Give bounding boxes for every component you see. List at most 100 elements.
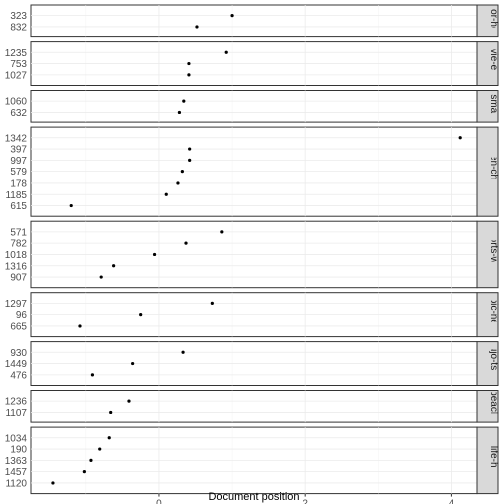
- facet-strip-label: smax: [488, 94, 499, 118]
- data-point: [164, 192, 168, 196]
- data-point: [112, 264, 116, 268]
- data-point: [107, 436, 111, 440]
- y-tick-label: 1185: [5, 190, 27, 201]
- data-point: [187, 73, 191, 77]
- data-point: [224, 50, 228, 54]
- data-point: [152, 252, 157, 257]
- y-tick-label: 571: [10, 227, 27, 238]
- y-tick-label: 832: [10, 22, 27, 33]
- data-point: [176, 181, 180, 185]
- data-point: [220, 230, 224, 234]
- y-tick-label: 1363: [5, 456, 28, 467]
- data-point: [188, 147, 192, 151]
- data-point: [180, 170, 184, 174]
- y-tick-label: 1449: [5, 359, 28, 370]
- x-tick-label: 4: [449, 499, 455, 504]
- y-tick-label: 323: [10, 11, 27, 22]
- data-point: [89, 458, 93, 462]
- data-point: [131, 361, 135, 366]
- y-tick-label: 190: [10, 445, 27, 456]
- data-point: [210, 301, 214, 305]
- data-point: [187, 61, 191, 66]
- facet-strip: [476, 220, 499, 289]
- y-tick-label: 782: [10, 239, 27, 250]
- y-tick-label: 615: [10, 201, 27, 212]
- data-point: [195, 25, 199, 29]
- facet-strip-label: ovie-ente: [488, 43, 499, 85]
- facet-strip-label: sports-watch: [488, 226, 499, 283]
- y-tick-label: 1107: [5, 408, 27, 419]
- y-tick-label: 1235: [5, 48, 28, 59]
- facet-strip-label: peachy: [488, 390, 499, 422]
- y-tick-label: 476: [10, 370, 27, 381]
- data-point: [69, 203, 73, 208]
- y-tick-label: 665: [10, 321, 27, 332]
- y-tick-label: 397: [10, 145, 27, 156]
- facet-strip: [476, 90, 499, 123]
- y-tick-label: 1457: [5, 467, 28, 478]
- facet-strip: [476, 4, 499, 38]
- facet-strip-label: opic-news: [488, 292, 499, 337]
- facet-strip: [476, 341, 499, 387]
- y-tick-label: 1027: [5, 70, 28, 81]
- y-tick-label: 632: [10, 108, 27, 119]
- facet-strip: [476, 390, 499, 423]
- data-point: [458, 136, 462, 140]
- y-tick-label: 1034: [5, 433, 28, 444]
- data-point: [78, 324, 82, 328]
- data-point: [109, 410, 113, 415]
- facet-strip-label: it-life-hack: [488, 438, 499, 485]
- y-tick-label: 753: [10, 59, 27, 70]
- y-tick-label: 1060: [5, 97, 28, 108]
- y-tick-label: 1297: [5, 299, 28, 310]
- data-point: [99, 275, 103, 279]
- y-tick-label: 178: [10, 178, 27, 189]
- data-point: [182, 99, 186, 103]
- facet-strip-label: or-ho: [488, 9, 499, 33]
- x-tick-label: 0: [156, 499, 162, 504]
- y-tick-label: 1236: [5, 397, 28, 408]
- data-point: [230, 14, 234, 18]
- data-point: [188, 158, 192, 162]
- data-point: [90, 373, 95, 377]
- facet-strip-label: kaden-channel: [488, 139, 499, 205]
- data-point: [82, 470, 86, 474]
- data-point: [184, 241, 188, 245]
- y-tick-label: 1018: [5, 250, 28, 261]
- y-tick-label: 579: [10, 167, 27, 178]
- data-point: [177, 110, 182, 115]
- facet-strip: [476, 292, 499, 338]
- facet-strip: [476, 126, 499, 217]
- facet-strip: [476, 426, 499, 495]
- y-tick-label: 1120: [5, 478, 27, 489]
- data-point: [139, 313, 143, 317]
- y-tick-label: 907: [10, 273, 27, 284]
- y-tick-label: 96: [16, 310, 28, 321]
- y-tick-label: 997: [10, 156, 27, 167]
- x-tick-label: 2: [302, 499, 308, 504]
- x-axis: 0 2 4: [156, 493, 455, 504]
- y-tick-label: 930: [10, 348, 27, 359]
- data-point: [181, 350, 185, 354]
- panel-background: [30, 90, 478, 123]
- data-point: [51, 481, 55, 485]
- y-tick-label: 1342: [5, 133, 28, 144]
- facet-strip-label: kujo-tsush: [488, 341, 499, 387]
- x-axis-title: Document position: [208, 491, 299, 503]
- y-tick-label: 1316: [5, 261, 28, 272]
- panel-background: [30, 390, 478, 423]
- facet-strip: [476, 41, 499, 86]
- data-point: [98, 447, 102, 451]
- panel-background: [30, 4, 478, 38]
